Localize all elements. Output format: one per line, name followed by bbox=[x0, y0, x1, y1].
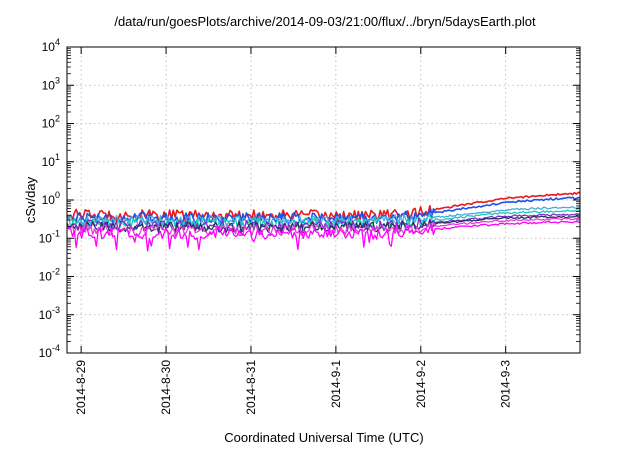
y-tick-exponent: 3 bbox=[55, 75, 60, 85]
x-tick-label: 2014-9-1 bbox=[329, 360, 343, 408]
y-tick-exponent: 2 bbox=[55, 114, 60, 124]
x-tick-label: 2014-9-2 bbox=[414, 360, 428, 408]
series-line bbox=[66, 205, 581, 227]
x-tick-label: 2014-9-3 bbox=[499, 360, 513, 408]
series-lines bbox=[66, 191, 581, 252]
x-tick-label: 2014-8-30 bbox=[159, 360, 173, 415]
series-line bbox=[66, 220, 581, 252]
y-tick-exponent: -3 bbox=[52, 305, 60, 315]
y-tick-exponent: -2 bbox=[52, 267, 60, 277]
x-tick-labels: 2014-8-29 2014-8-30 2014-8-31 2014-9-1 2014-… bbox=[74, 360, 513, 415]
plot-area-border bbox=[66, 46, 581, 354]
chart-title: /data/run/goesPlots/archive/2014-09-03/2… bbox=[114, 14, 536, 29]
x-tick-label: 2014-8-29 bbox=[74, 360, 88, 415]
y-tick-exponent: -4 bbox=[52, 343, 60, 353]
x-axis-label: Coordinated Universal Time (UTC) bbox=[224, 430, 423, 445]
series-line bbox=[66, 217, 581, 237]
y-tick-exponent: 4 bbox=[55, 37, 60, 47]
y-axis-label: cSv/day bbox=[23, 176, 38, 223]
y-tick-exponent: -1 bbox=[52, 228, 60, 238]
y-tick-exponent: 1 bbox=[55, 152, 60, 162]
x-tick-label: 2014-8-31 bbox=[244, 360, 258, 415]
y-tick-exponent: 0 bbox=[55, 190, 60, 200]
